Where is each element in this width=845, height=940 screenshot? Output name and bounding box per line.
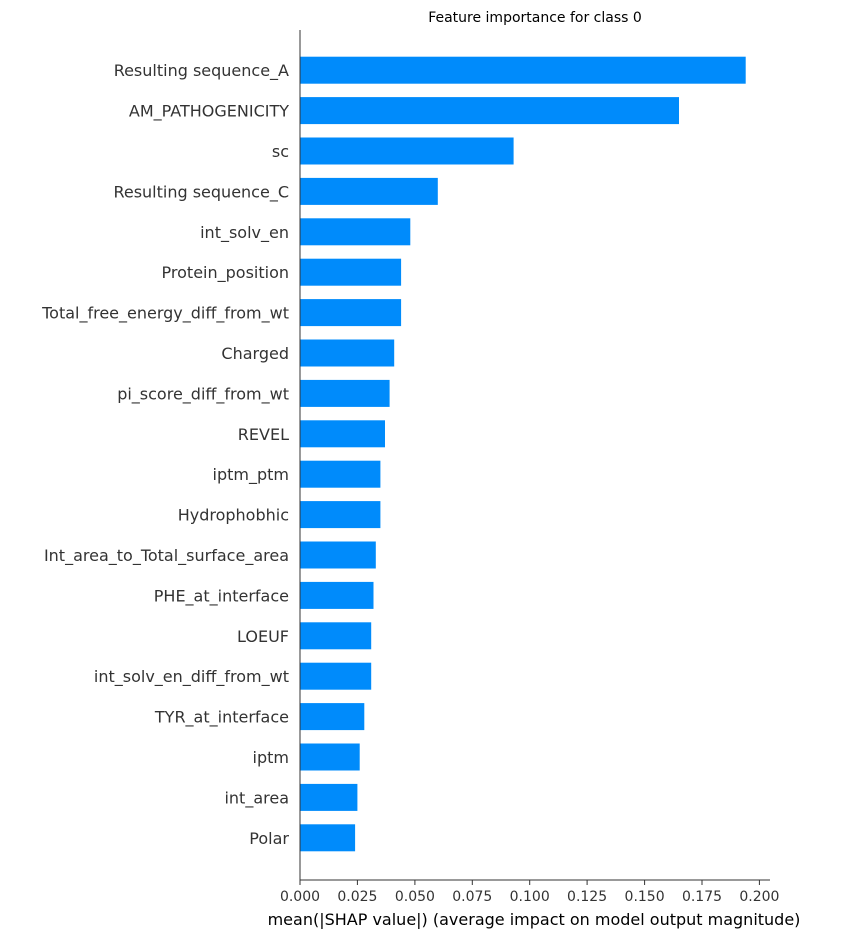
bar xyxy=(300,783,358,811)
bar xyxy=(300,703,365,731)
category-label: LOEUF xyxy=(237,627,289,646)
x-tick-label: 0.150 xyxy=(625,889,665,905)
x-tick-label: 0.125 xyxy=(567,889,607,905)
category-label: Int_area_to_Total_surface_area xyxy=(44,546,289,566)
category-label: TYR_at_interface xyxy=(154,708,289,728)
category-label: Hydrophobhic xyxy=(178,506,289,525)
x-axis-label: mean(|SHAP value|) (average impact on mo… xyxy=(268,910,801,929)
x-tick-label: 0.050 xyxy=(395,889,435,905)
bar xyxy=(300,339,395,367)
bar xyxy=(300,420,385,448)
category-label: Resulting sequence_C xyxy=(113,182,289,202)
bar xyxy=(300,581,374,609)
chart-title: Feature importance for class 0 xyxy=(428,10,642,26)
bar xyxy=(300,541,376,569)
bar xyxy=(300,622,372,650)
x-tick-label: 0.175 xyxy=(682,889,722,905)
bar xyxy=(300,56,746,84)
bar xyxy=(300,218,411,246)
bar xyxy=(300,299,402,327)
x-tick-label: 0.100 xyxy=(510,889,550,905)
x-ticks-group: 0.000 0.025 0.050 0.075 0.100 0.125 0.150 0.175… xyxy=(280,880,779,905)
category-label: int_solv_en_diff_from_wt xyxy=(94,667,289,687)
x-tick-label: 0.200 xyxy=(739,889,779,905)
category-label: Polar xyxy=(249,829,289,848)
x-tick-label: 0.075 xyxy=(452,889,492,905)
bar xyxy=(300,460,381,488)
bar xyxy=(300,824,356,852)
category-label: iptm_ptm xyxy=(213,465,289,485)
category-label: iptm xyxy=(253,748,289,767)
category-label: AM_PATHOGENICITY xyxy=(129,102,289,122)
category-label: pi_score_diff_from_wt xyxy=(117,384,289,404)
bar xyxy=(300,258,402,286)
x-tick-label: 0.025 xyxy=(337,889,377,905)
category-label: Charged xyxy=(221,344,289,363)
category-label: Resulting sequence_A xyxy=(114,61,289,81)
category-label: REVEL xyxy=(238,425,289,444)
category-label: PHE_at_interface xyxy=(154,586,289,606)
category-label: int_area xyxy=(224,788,289,808)
category-label: Protein_position xyxy=(162,263,289,283)
bar xyxy=(300,662,372,690)
bar xyxy=(300,97,679,125)
bar xyxy=(300,501,381,529)
bar xyxy=(300,743,360,771)
bar xyxy=(300,379,390,407)
category-label: int_solv_en xyxy=(200,223,289,243)
bar xyxy=(300,137,514,165)
x-tick-label: 0.000 xyxy=(280,889,320,905)
bars-group xyxy=(300,56,746,852)
bar xyxy=(300,177,438,205)
category-label: Total_free_energy_diff_from_wt xyxy=(41,304,289,324)
category-label: sc xyxy=(272,142,289,161)
